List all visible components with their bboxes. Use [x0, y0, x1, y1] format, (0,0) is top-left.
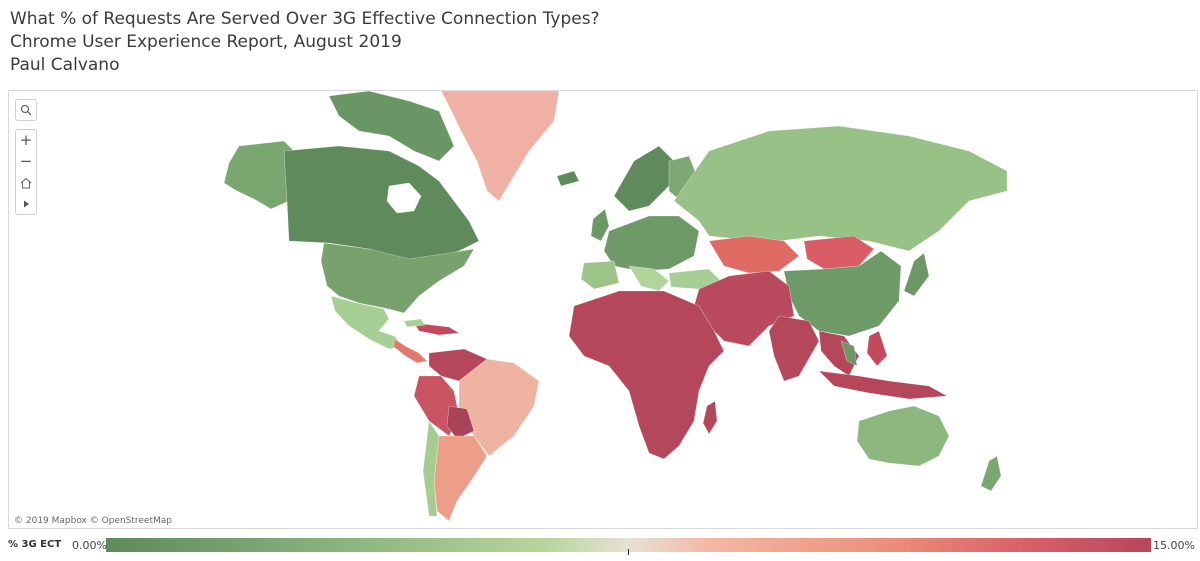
chart-title: What % of Requests Are Served Over 3G Ef…: [10, 9, 600, 29]
reset-home-button[interactable]: [16, 172, 36, 193]
region-russia[interactable]: [673, 125, 1008, 252]
region-madagascar[interactable]: [702, 400, 718, 435]
region-japan[interactable]: [903, 252, 930, 297]
region-united-states[interactable]: [320, 242, 475, 314]
region-kazakhstan[interactable]: [708, 235, 800, 274]
region-europe[interactable]: [603, 215, 700, 272]
region-central-america[interactable]: [393, 338, 428, 364]
region-philippines[interactable]: [866, 330, 888, 367]
legend-mid-tick: [628, 549, 629, 555]
home-icon: [20, 177, 32, 189]
region-vietnam[interactable]: [840, 340, 858, 367]
region-scandinavia[interactable]: [613, 145, 675, 212]
region-china[interactable]: [783, 250, 902, 337]
region-india[interactable]: [768, 315, 820, 382]
region-argentina[interactable]: [433, 435, 488, 522]
zoom-out-button[interactable]: −: [19, 152, 33, 170]
choropleth-map[interactable]: [9, 91, 1197, 528]
region-caribbean[interactable]: [413, 322, 460, 336]
region-bolivia[interactable]: [446, 405, 475, 440]
search-map-button[interactable]: [15, 99, 37, 121]
region-united-kingdom[interactable]: [590, 208, 610, 242]
legend-max-label: 15.00%: [1153, 539, 1195, 552]
title-block: What % of Requests Are Served Over 3G Ef…: [10, 8, 600, 77]
legend-min-label: 0.00%: [72, 539, 107, 552]
region-iceland[interactable]: [556, 170, 580, 187]
chart-author: Paul Calvano: [10, 55, 120, 75]
map-attribution: © 2019 Mapbox © OpenStreetMap: [12, 516, 174, 526]
legend-color-ramp: [106, 538, 1151, 552]
legend-title: % 3G ECT: [8, 539, 62, 550]
map-toolbar: + −: [15, 99, 39, 215]
region-mexico[interactable]: [330, 295, 405, 350]
region-indonesia[interactable]: [818, 370, 949, 400]
region-greenland[interactable]: [440, 91, 560, 202]
region-canada-arctic[interactable]: [328, 91, 455, 162]
region-chile[interactable]: [422, 420, 440, 517]
zoom-in-button[interactable]: +: [19, 131, 33, 149]
region-alaska[interactable]: [223, 140, 295, 210]
map-view[interactable]: + − © 2019 Mapbox © OpenStreetMap: [8, 90, 1198, 529]
expand-toolbar-button[interactable]: [16, 193, 36, 214]
region-australia[interactable]: [856, 405, 950, 467]
zoom-controls: + −: [15, 129, 37, 215]
play-icon: [24, 200, 29, 207]
region-cuba[interactable]: [403, 318, 426, 328]
region-canada[interactable]: [283, 145, 480, 262]
region-new-zealand[interactable]: [980, 455, 1002, 492]
region-africa[interactable]: [568, 290, 725, 460]
magnifier-icon: [20, 104, 32, 116]
region-iberia[interactable]: [580, 260, 620, 290]
chart-subtitle: Chrome User Experience Report, August 20…: [10, 32, 402, 52]
region-southern-europe[interactable]: [628, 265, 670, 292]
